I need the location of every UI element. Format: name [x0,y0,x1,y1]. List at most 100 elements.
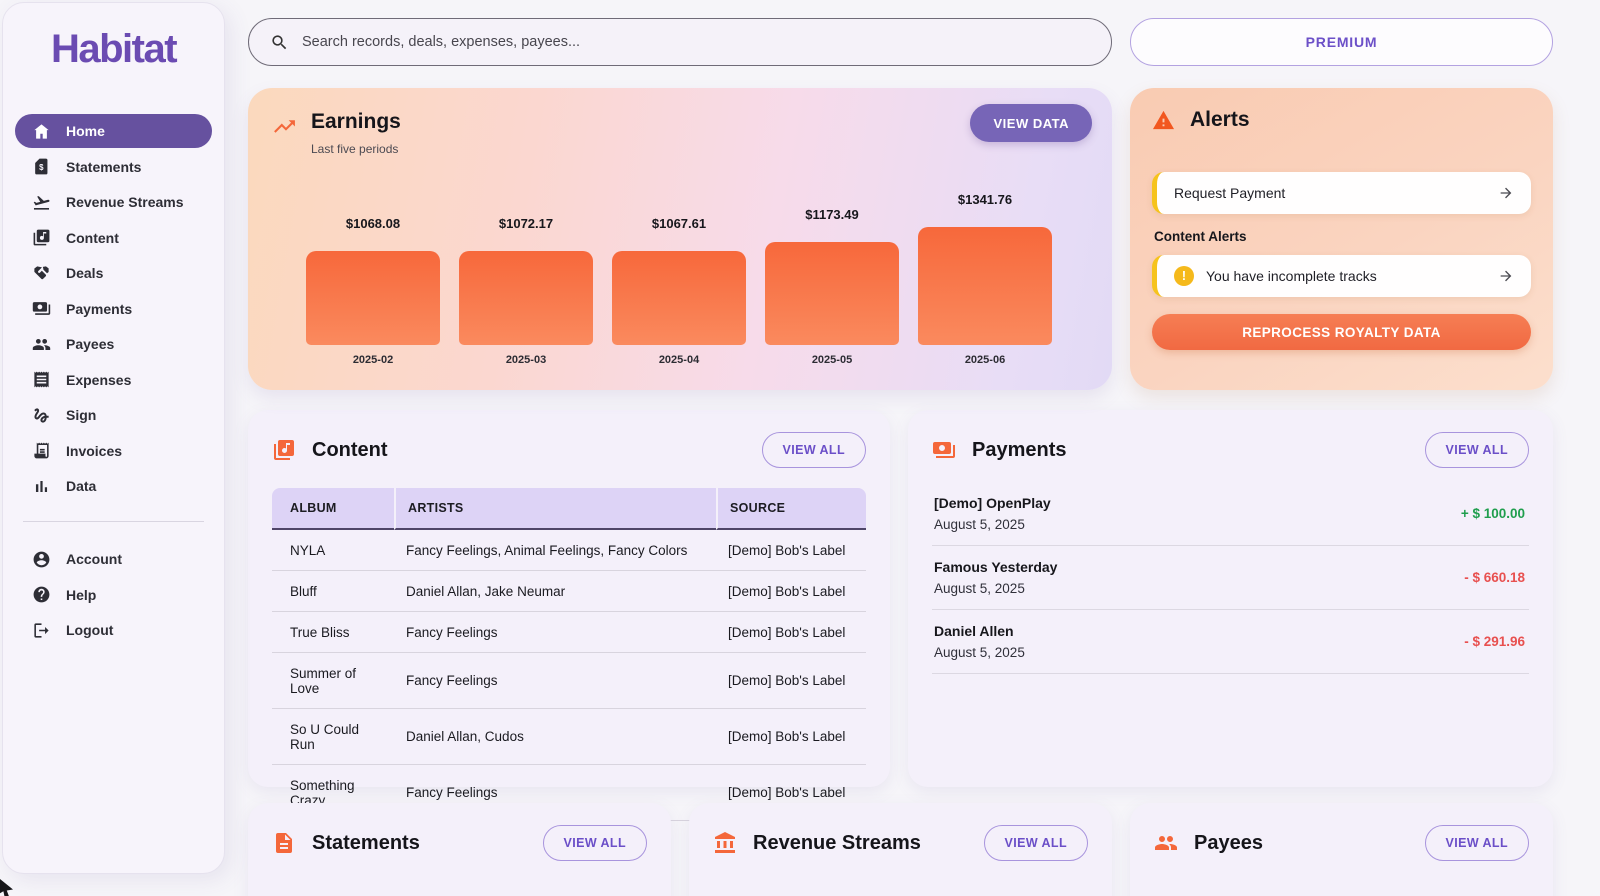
main-content: PREMIUM Earnings Last five periods VIEW … [248,0,1553,896]
table-row[interactable]: True Bliss Fancy Feelings [Demo] Bob's L… [272,612,866,653]
sidebar-nav: Home $ Statements Revenue Streams Conten… [15,114,212,503]
sidebar-item-label: Revenue Streams [66,194,184,210]
sidebar-item-statements[interactable]: $ Statements [15,150,212,184]
table-row[interactable]: So U Could Run Daniel Allan, Cudos [Demo… [272,709,866,765]
view-data-button[interactable]: VIEW DATA [970,104,1092,142]
artists-cell: Fancy Feelings [394,612,716,653]
sidebar-item-revenue-streams[interactable]: Revenue Streams [15,185,212,219]
people-icon [32,335,51,354]
request-payment-alert[interactable]: Request Payment [1152,172,1531,214]
svg-text:$: $ [39,163,44,172]
content-alerts-label: Content Alerts [1154,229,1247,244]
payment-row-daniel-allen[interactable]: Daniel Allen August 5, 2025 - $ 291.96 [932,610,1529,674]
sidebar-item-label: Sign [66,407,97,423]
view-all-button[interactable]: VIEW ALL [761,432,866,468]
sidebar-item-label: Data [66,478,97,494]
people-icon [1154,831,1178,855]
sidebar-item-payees[interactable]: Payees [15,327,212,361]
home-icon [32,122,51,141]
sidebar-item-home[interactable]: Home [15,114,212,148]
bar[interactable] [306,251,440,345]
bank-icon [713,831,737,855]
logout-icon [32,621,51,640]
table-row[interactable]: NYLA Fancy Feelings, Animal Feelings, Fa… [272,530,866,571]
view-all-button[interactable]: VIEW ALL [983,825,1088,861]
payment-amount: - $ 660.18 [1464,570,1525,585]
search-input[interactable] [302,34,1090,50]
bar[interactable] [918,227,1052,345]
bar-value-label: $1072.17 [498,216,554,231]
mouse-cursor [0,879,13,896]
sidebar-item-content[interactable]: Content [15,221,212,255]
bar-group-2025-05[interactable]: $1173.49 2025-05 [765,207,899,366]
source-cell: [Demo] Bob's Label [716,709,866,765]
search-icon [270,33,289,52]
content-title: Content [312,438,388,461]
album-cell: So U Could Run [272,709,394,765]
trending-up-icon [272,114,297,139]
cash-icon [932,438,956,462]
table-row[interactable]: Bluff Daniel Allan, Jake Neumar [Demo] B… [272,571,866,612]
bar-x-label: 2025-04 [658,354,700,366]
incomplete-tracks-alert[interactable]: ! You have incomplete tracks [1152,255,1531,297]
sidebar-item-expenses[interactable]: Expenses [15,363,212,397]
sidebar-item-sign[interactable]: Sign [15,398,212,432]
bar[interactable] [765,242,899,345]
bar-x-label: 2025-05 [811,354,853,366]
bar-group-2025-03[interactable]: $1072.17 2025-03 [459,216,593,366]
payment-row-famous-yesterday[interactable]: Famous Yesterday August 5, 2025 - $ 660.… [932,546,1529,610]
content-card: Content VIEW ALL ALBUM ARTISTS SOURCE NY… [248,410,890,821]
sidebar-item-data[interactable]: Data [15,469,212,503]
arrow-right-icon [1498,268,1514,284]
bar[interactable] [612,251,746,345]
document-icon [272,831,296,855]
search-bar[interactable] [248,18,1112,66]
sidebar-item-label: Deals [66,265,104,281]
sidebar-item-label: Content [66,229,119,246]
reprocess-royalty-button[interactable]: REPROCESS ROYALTY DATA [1152,314,1531,350]
bar-group-2025-06[interactable]: $1341.76 2025-06 [918,192,1052,366]
album-cell: Bluff [272,571,394,612]
card-payees: Payees VIEW ALL [1130,803,1553,896]
bar-x-label: 2025-06 [964,354,1006,366]
view-all-button[interactable]: VIEW ALL [1424,432,1529,468]
card-title: Revenue Streams [753,831,921,854]
bar[interactable] [459,251,593,345]
table-row[interactable]: Summer of Love Fancy Feelings [Demo] Bob… [272,653,866,709]
sidebar-item-account[interactable]: Account [15,542,212,576]
sidebar-item-label: Logout [66,622,114,638]
album-header: ALBUM [272,488,394,530]
bar-group-2025-02[interactable]: $1068.08 2025-02 [306,216,440,366]
warning-circle-icon: ! [1174,266,1194,286]
sidebar-item-deals[interactable]: Deals [15,256,212,290]
sidebar-item-payments[interactable]: Payments [15,292,212,326]
sidebar-item-invoices[interactable]: Invoices [15,434,212,468]
payment-row-demo-openplay[interactable]: [Demo] OpenPlay August 5, 2025 + $ 100.0… [932,482,1529,546]
sidebar-item-help[interactable]: Help [15,578,212,612]
bar-group-2025-04[interactable]: $1067.61 2025-04 [612,216,746,366]
statement-dollar-icon: $ [32,157,51,176]
view-all-button[interactable]: VIEW ALL [542,825,647,861]
payment-name: Famous Yesterday [934,559,1058,575]
bar-x-label: 2025-03 [505,354,547,366]
source-cell: [Demo] Bob's Label [716,571,866,612]
premium-button[interactable]: PREMIUM [1130,18,1553,66]
signature-icon [32,406,51,425]
album-cell: NYLA [272,530,394,571]
sidebar-item-label: Invoices [66,442,123,459]
earnings-bar-chart: $1068.08 2025-02 $1072.17 2025-03 $1067.61 20… [306,192,1052,366]
view-all-button[interactable]: VIEW ALL [1424,825,1529,861]
content-table: ALBUM ARTISTS SOURCE NYLA Fancy Feelings… [272,488,866,821]
sidebar-item-logout[interactable]: Logout [15,613,212,647]
payment-amount: - $ 291.96 [1464,634,1525,649]
card-revenue-streams: Revenue Streams VIEW ALL [689,803,1112,896]
payments-title: Payments [972,438,1067,461]
sidebar-item-label: Home [66,123,105,139]
sidebar-item-label: Account [66,551,122,567]
bar-value-label: $1068.08 [345,216,401,231]
sidebar: Habitat Home $ Statements Revenue Stream… [2,2,225,874]
earnings-title: Earnings [311,110,401,133]
sidebar-footer-nav: Account Help Logout [15,542,212,647]
sidebar-item-label: Payments [66,300,133,317]
bottom-cards-row: Statements VIEW ALL Revenue Streams VIEW… [248,803,1553,896]
